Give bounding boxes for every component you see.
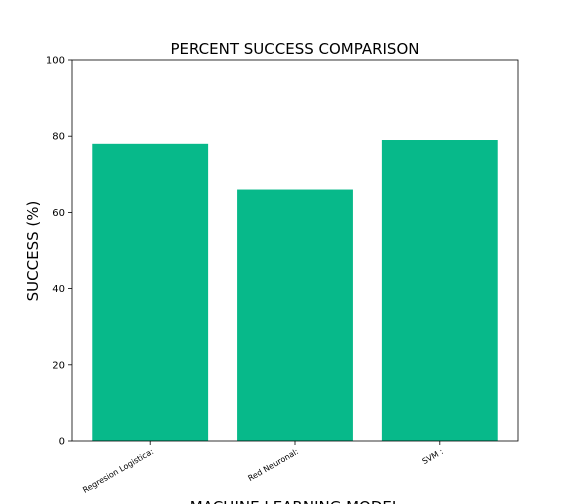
y-tick-label: 100 — [46, 56, 65, 67]
y-tick-label: 80 — [52, 132, 65, 143]
bar — [381, 140, 498, 441]
x-axis-label: MACHINE LEARNING MODEL — [190, 498, 401, 504]
y-tick-label: 40 — [52, 284, 65, 295]
chart-title: PERCENT SUCCESS COMPARISON — [170, 40, 419, 58]
bar — [92, 143, 209, 441]
y-axis-label: SUCCESS (%) — [24, 201, 42, 302]
plot-frame — [71, 59, 519, 442]
y-tick-label: 60 — [52, 208, 65, 219]
bar — [237, 189, 353, 441]
y-tick-label: 20 — [52, 360, 65, 371]
y-tick-label: 0 — [59, 437, 65, 448]
